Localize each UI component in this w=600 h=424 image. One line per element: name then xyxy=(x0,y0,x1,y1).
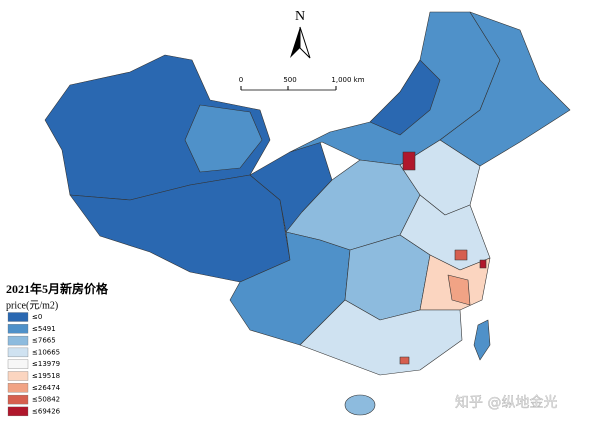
region xyxy=(369,59,441,136)
region xyxy=(184,104,263,173)
legend-swatch xyxy=(7,335,29,346)
legend: 2021年5月新房价格 price(元/m2) ≤0 ≤5491 ≤7665 ≤106… xyxy=(6,281,109,417)
region xyxy=(344,394,376,416)
legend-subtitle: price(元/m2) xyxy=(6,300,58,311)
region xyxy=(402,151,416,171)
legend-label: ≤5491 xyxy=(32,325,56,333)
legend-swatch xyxy=(7,394,29,405)
north-arrow: N xyxy=(290,9,311,59)
region xyxy=(479,259,487,269)
region xyxy=(447,274,471,306)
region xyxy=(399,356,410,365)
legend-swatch xyxy=(7,324,29,334)
scale-bar: 0 500 1,000 km xyxy=(239,76,365,91)
scale-label: 1,000 km xyxy=(331,76,364,84)
legend-swatch xyxy=(7,371,29,381)
region xyxy=(473,319,491,361)
legend-swatch xyxy=(7,383,29,393)
legend-title: 2021年5月新房价格 xyxy=(6,281,109,296)
north-label: N xyxy=(295,9,305,24)
legend-label: ≤10665 xyxy=(32,348,60,356)
regions xyxy=(44,11,571,416)
legend-label: ≤13979 xyxy=(32,360,60,368)
scale-label: 500 xyxy=(283,76,296,84)
scale-label: 0 xyxy=(239,76,243,84)
legend-swatch xyxy=(7,359,29,369)
arrow-left xyxy=(290,27,300,58)
legend-label: ≤26474 xyxy=(32,384,61,392)
legend-swatch xyxy=(7,406,29,417)
legend-label: ≤19518 xyxy=(32,372,60,380)
arrow-right xyxy=(299,26,311,59)
legend-label: ≤7665 xyxy=(32,337,56,345)
region xyxy=(299,299,463,376)
region xyxy=(229,231,351,346)
legend-label: ≤50842 xyxy=(32,396,60,404)
watermark: 知乎 @纵地金光 xyxy=(455,394,557,411)
legend-label: ≤69426 xyxy=(32,407,61,415)
region xyxy=(454,249,468,261)
legend-label: ≤0 xyxy=(32,313,42,321)
region xyxy=(439,11,571,167)
legend-swatch xyxy=(7,312,29,322)
legend-swatch xyxy=(7,347,29,358)
